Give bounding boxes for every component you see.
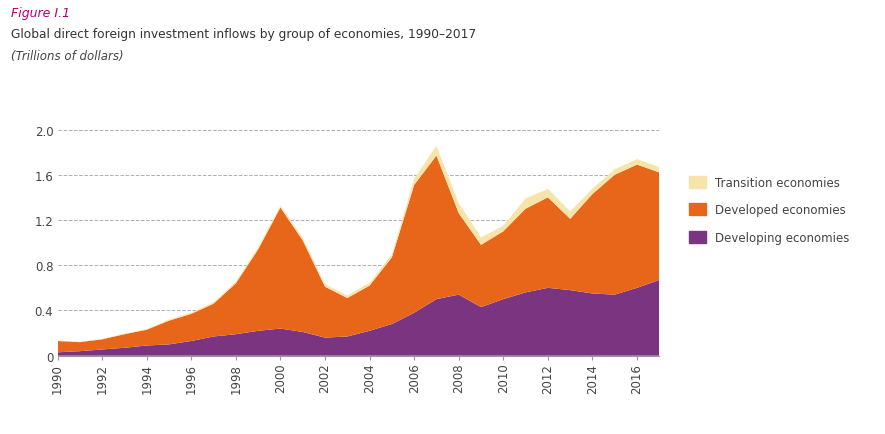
Text: Global direct foreign investment inflows by group of economies, 1990–2017: Global direct foreign investment inflows… — [11, 28, 476, 41]
Text: Figure I.1: Figure I.1 — [11, 7, 70, 20]
Legend: Transition economies, Developed economies, Developing economies: Transition economies, Developed economie… — [689, 177, 850, 244]
Text: (Trillions of dollars): (Trillions of dollars) — [11, 50, 123, 63]
